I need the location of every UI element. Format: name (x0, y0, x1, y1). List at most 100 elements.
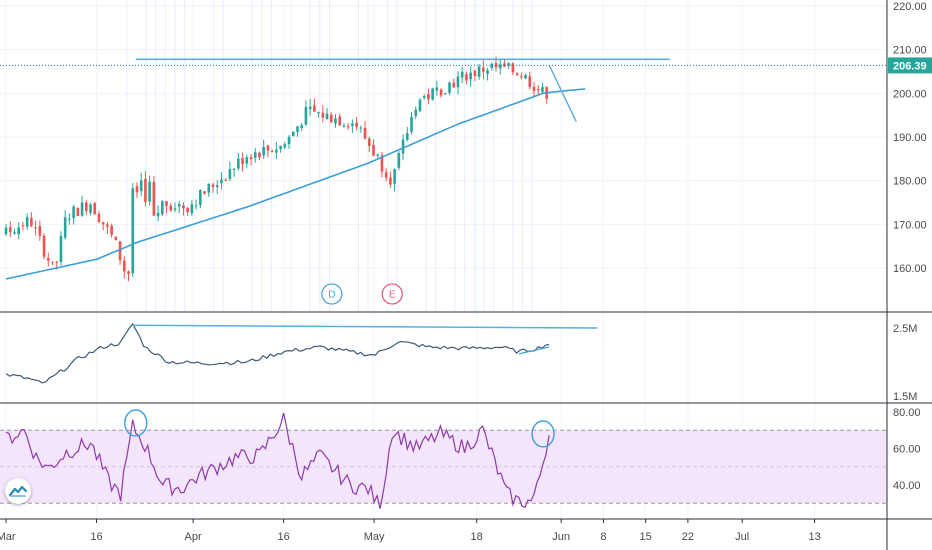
candle[interactable] (498, 58, 502, 75)
candle[interactable] (397, 151, 401, 171)
candle[interactable] (283, 141, 287, 150)
candle[interactable] (448, 81, 451, 95)
candle[interactable] (110, 223, 113, 238)
candle[interactable] (452, 78, 456, 88)
candle[interactable] (296, 126, 299, 137)
volume-reference-line[interactable] (132, 324, 598, 329)
candle[interactable] (435, 80, 439, 96)
tradingview-logo-icon[interactable] (5, 478, 31, 504)
candle[interactable] (384, 168, 388, 182)
candle[interactable] (422, 94, 426, 100)
candle[interactable] (342, 122, 346, 128)
candle[interactable] (528, 71, 532, 90)
candle[interactable] (51, 261, 54, 265)
candle[interactable] (135, 182, 139, 198)
candle[interactable] (76, 207, 80, 217)
candle[interactable] (300, 122, 304, 132)
candle[interactable] (351, 119, 354, 133)
candle[interactable] (17, 222, 21, 240)
candle[interactable] (524, 73, 527, 80)
candle[interactable] (127, 270, 130, 282)
candle[interactable] (220, 172, 223, 190)
candle[interactable] (520, 72, 523, 80)
candle[interactable] (114, 236, 118, 241)
candle[interactable] (46, 252, 50, 267)
candle[interactable] (460, 66, 464, 83)
candle[interactable] (211, 182, 215, 193)
projection-line[interactable] (548, 64, 577, 123)
candle[interactable] (72, 204, 75, 225)
candle[interactable] (106, 221, 109, 234)
candle[interactable] (389, 171, 392, 188)
candle[interactable] (359, 125, 363, 133)
candle[interactable] (313, 98, 316, 112)
candle[interactable] (541, 82, 544, 94)
candle[interactable] (515, 72, 519, 77)
candle[interactable] (456, 71, 460, 95)
candle[interactable] (338, 113, 342, 126)
candle[interactable] (42, 233, 46, 260)
candle[interactable] (21, 221, 25, 231)
candle[interactable] (334, 114, 337, 128)
price-pane[interactable] (4, 56, 670, 282)
candle[interactable] (270, 149, 274, 153)
candle[interactable] (144, 171, 147, 207)
event-marker-e[interactable]: E (381, 283, 403, 305)
candle[interactable] (444, 92, 447, 95)
candle[interactable] (97, 210, 101, 223)
rsi-pane[interactable] (5, 409, 555, 509)
candle[interactable] (346, 123, 350, 130)
candle[interactable] (25, 213, 29, 231)
candle[interactable] (486, 67, 489, 81)
event-marker-d[interactable]: D (321, 283, 343, 305)
candle[interactable] (161, 199, 164, 216)
candle[interactable] (262, 139, 265, 160)
candle[interactable] (156, 205, 160, 222)
candle[interactable] (405, 126, 409, 142)
candle[interactable] (266, 144, 270, 158)
candle[interactable] (89, 202, 92, 216)
candle[interactable] (203, 191, 206, 195)
candle[interactable] (199, 189, 202, 209)
volume-pane[interactable] (5, 322, 598, 384)
candle[interactable] (511, 62, 515, 76)
candle[interactable] (279, 145, 282, 153)
candle[interactable] (482, 60, 485, 80)
candle[interactable] (355, 116, 358, 131)
candle[interactable] (165, 200, 168, 214)
candle[interactable] (439, 88, 443, 98)
candle[interactable] (249, 153, 253, 166)
candle[interactable] (372, 139, 375, 157)
candle[interactable] (207, 183, 211, 197)
candle[interactable] (418, 97, 422, 112)
candle[interactable] (169, 202, 173, 212)
candle[interactable] (68, 213, 71, 225)
candle[interactable] (465, 71, 468, 85)
candle[interactable] (101, 222, 105, 231)
candle[interactable] (237, 153, 240, 171)
candle[interactable] (414, 106, 418, 120)
candle[interactable] (93, 201, 97, 215)
candle[interactable] (59, 231, 63, 266)
candle[interactable] (152, 176, 156, 217)
candle[interactable] (131, 182, 135, 278)
candle[interactable] (329, 112, 333, 123)
candle[interactable] (321, 105, 325, 123)
candle[interactable] (291, 131, 295, 137)
candle[interactable] (490, 62, 494, 71)
candle[interactable] (507, 62, 510, 70)
candle[interactable] (325, 107, 329, 120)
candle[interactable] (431, 87, 434, 101)
candle[interactable] (477, 63, 481, 80)
candle[interactable] (304, 100, 308, 126)
candle[interactable] (410, 112, 413, 135)
candle[interactable] (363, 121, 367, 140)
candle[interactable] (469, 66, 472, 87)
candle[interactable] (177, 200, 181, 214)
candle[interactable] (123, 256, 126, 279)
candle[interactable] (380, 151, 384, 178)
candle[interactable] (84, 200, 88, 215)
candle[interactable] (13, 228, 16, 235)
